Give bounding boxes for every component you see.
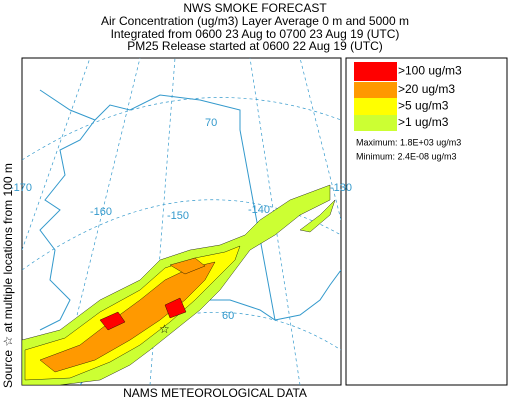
legend: >100 ug/m3 >20 ug/m3 >5 ug/m3 >1 ug/m3 (354, 62, 462, 131)
graticule (22, 97, 341, 161)
legend-swatch (354, 98, 397, 115)
map-label: -130 (330, 182, 352, 194)
legend-label: >5 ug/m3 (398, 99, 449, 113)
title: NWS SMOKE FORECAST (183, 1, 327, 15)
side-label: Source ☆ at multiple locations from 100 … (1, 163, 15, 388)
legend-label: >1 ug/m3 (398, 115, 449, 129)
graticule (22, 199, 341, 271)
map: ☆ (22, 58, 341, 385)
smoke-area (169, 257, 206, 275)
legend-label: >100 ug/m3 (398, 64, 462, 78)
map-label: -140 (248, 204, 270, 216)
map-label: -160 (90, 206, 112, 218)
graticule (299, 58, 341, 221)
subtitle: PM25 Release started at 0600 22 Aug 19 (… (127, 39, 382, 53)
smoke-area (164, 297, 187, 319)
footer: NAMS METEOROLOGICAL DATA (123, 386, 307, 400)
legend-maximum: Maximum: 1.8E+03 ug/m3 (356, 137, 461, 147)
source-marker: ☆ (159, 322, 170, 336)
legend-minimum: Minimum: 2.4E-08 ug/m3 (356, 151, 457, 161)
smoke-area (99, 311, 126, 331)
map-frame (21, 57, 342, 386)
smoke-area (299, 199, 336, 233)
map-label: 70 (205, 117, 217, 129)
legend-swatch (354, 115, 397, 131)
graticule (249, 58, 301, 385)
subtitle: Air Concentration (ug/m3) Layer Average … (101, 14, 409, 28)
map-label: -150 (167, 210, 189, 222)
smoke-layer (22, 184, 336, 385)
subtitle: Integrated from 0600 23 Aug to 0700 23 A… (111, 27, 400, 41)
map-label: -170 (10, 182, 32, 194)
legend-label: >20 ug/m3 (398, 82, 455, 96)
graticule (22, 58, 91, 251)
legend-frame (345, 57, 508, 386)
map-label: 60 (222, 310, 234, 322)
legend-swatch (354, 82, 397, 98)
legend-swatch (354, 62, 397, 81)
